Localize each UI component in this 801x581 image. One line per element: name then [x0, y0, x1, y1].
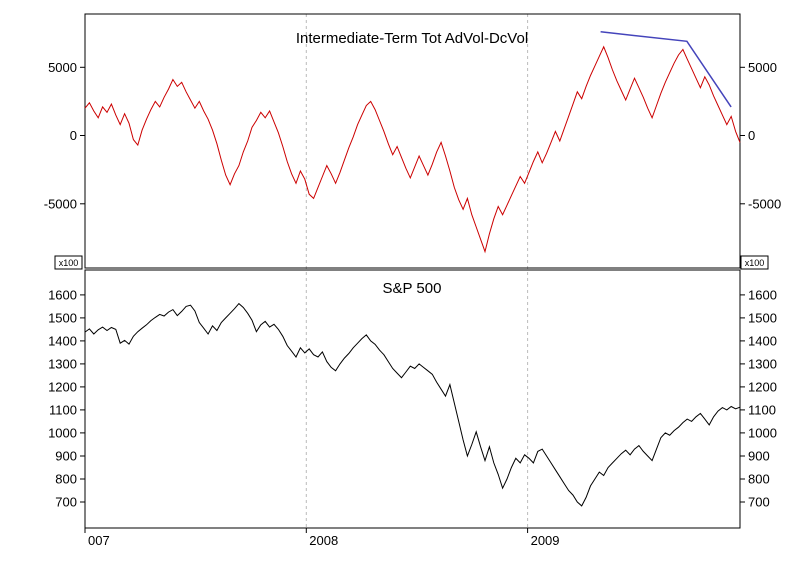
- panel-1-frame: [84, 269, 741, 529]
- x-axis-label: 2009: [531, 533, 560, 548]
- y-axis-label-right: 1500: [748, 310, 777, 325]
- y-axis-label-right: 0: [748, 128, 755, 143]
- y-axis-label-right: 1300: [748, 356, 777, 371]
- unit-label-right-box: [740, 255, 769, 270]
- top-panel-title: Intermediate-Term Tot AdVol-DcVol: [296, 30, 528, 47]
- tot-advol-dcvol-line: [84, 45, 741, 254]
- y-axis-label-left: 1300: [48, 356, 77, 371]
- y-axis-label-right: 800: [748, 472, 770, 487]
- y-axis-label-right: 900: [748, 449, 770, 464]
- y-axis-label-right: 5000: [748, 60, 777, 75]
- y-axis-label-left: 1400: [48, 333, 77, 348]
- y-axis-label-right: 1400: [748, 333, 777, 348]
- x-axis-label: 2008: [309, 533, 338, 548]
- y-axis-label-right: -5000: [748, 196, 781, 211]
- y-axis-label-left: 5000: [48, 60, 77, 75]
- bottom-panel-title: S&P 500: [383, 280, 442, 297]
- y-axis-label-left: 0: [70, 128, 77, 143]
- unit-label-left: x100: [54, 255, 83, 270]
- y-axis-label-right: 1100: [748, 402, 776, 417]
- unit-label-left-box: [54, 255, 83, 270]
- unit-label-left-text: x100: [59, 258, 79, 268]
- unit-label-right-text: x100: [745, 258, 765, 268]
- panel-0-frame: [84, 13, 741, 269]
- y-axis-label-left: 700: [55, 495, 77, 510]
- y-axis-label-left: 800: [55, 472, 77, 487]
- y-axis-label-left: 900: [55, 449, 77, 464]
- unit-label-right: x100: [740, 255, 769, 270]
- y-axis-label-right: 1600: [748, 287, 777, 302]
- x-axis-label: 007: [88, 533, 110, 548]
- s-p-500-line: [84, 302, 741, 507]
- y-axis-label-left: 1200: [48, 379, 77, 394]
- y-axis-label-right: 1000: [748, 425, 777, 440]
- y-axis-label-left: 1100: [49, 402, 77, 417]
- y-axis-label-left: 1000: [48, 425, 77, 440]
- y-axis-label-left: -5000: [44, 196, 77, 211]
- trendline-annotation: [600, 31, 732, 108]
- y-axis-label-right: 1200: [748, 379, 777, 394]
- y-axis-label-left: 1600: [48, 287, 77, 302]
- y-axis-label-left: 1500: [48, 310, 77, 325]
- y-axis-label-right: 700: [748, 495, 770, 510]
- plot-layer: 5000 5000 0 0 -5000 -5000 1600 1600 1500 1500 1400…: [44, 13, 781, 548]
